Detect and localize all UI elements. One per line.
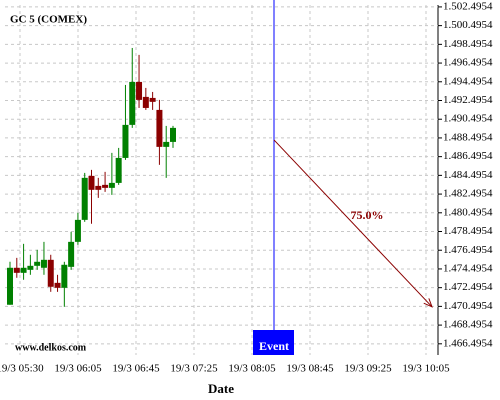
candle-body: [13, 267, 20, 273]
candle-body: [95, 185, 102, 190]
candle-body: [102, 184, 109, 188]
watermark: www.delkos.com: [15, 342, 87, 353]
candle-body: [81, 177, 88, 220]
plot-area: [5, 5, 438, 355]
x-tick-label: 19/3 08:05: [228, 363, 276, 375]
y-tick-label: 1.494.4954: [443, 75, 493, 87]
y-tick-label: 1.466.4954: [443, 337, 493, 349]
y-tick-label: 1.480.4954: [443, 206, 493, 218]
candle-body: [20, 267, 27, 273]
chart-title: GC 5 (COMEX): [10, 14, 87, 26]
y-tick-label: 1.496.4954: [443, 57, 493, 69]
event-box: [253, 330, 294, 355]
candle-body: [170, 127, 176, 142]
candle-body: [54, 282, 61, 288]
marks: [7, 47, 176, 307]
y-tick-label: 1.498.4954: [443, 38, 493, 50]
y-tick-label: 1.474.4954: [443, 262, 493, 274]
candle-body: [129, 81, 136, 125]
projection-arrow: [273, 139, 433, 308]
x-tick-label: 19/3 07:25: [170, 363, 218, 375]
candle-body: [163, 141, 170, 147]
candle-body: [122, 124, 129, 158]
candle-body: [27, 265, 34, 270]
candle-body: [108, 182, 115, 188]
x-tick-label: 19/3 06:45: [112, 363, 160, 375]
candle-body: [40, 259, 47, 268]
candle-body: [156, 109, 163, 147]
y-tick-label: 1.490.4954: [443, 113, 493, 125]
x-tick-label: 19/3 09:25: [344, 363, 392, 375]
y-tick-label: 1.500.4954: [443, 19, 493, 31]
y-tick-label: 1.478.4954: [443, 225, 493, 237]
x-tick-label: 19/3 06:05: [54, 363, 102, 375]
y-tick-label: 1.470.4954: [443, 300, 493, 312]
arrow-head: [423, 298, 433, 308]
candle-body: [149, 97, 156, 102]
candle-body: [74, 219, 81, 242]
candle-body: [34, 261, 41, 266]
candle-body: [115, 157, 122, 183]
projection-label: 75.0%: [351, 208, 384, 222]
x-tick-label: 19/3 08:45: [286, 363, 334, 375]
y-tick-label: 1.488.4954: [443, 131, 493, 143]
candle-body: [47, 259, 54, 287]
candle-body: [136, 81, 143, 100]
y-tick-label: 1.502.4954: [443, 0, 493, 12]
y-tick-label: 1.482.4954: [443, 188, 493, 200]
y-tick-label: 1.472.4954: [443, 281, 493, 293]
candle-body: [68, 241, 75, 267]
x-tick-label: 19/3 05:30: [0, 363, 44, 375]
grid: [5, 5, 438, 355]
y-tick-label: 1.468.4954: [443, 319, 493, 331]
candle-body: [88, 175, 95, 190]
event-label: Event: [259, 339, 289, 353]
x-tick-label: 19/3 10:05: [402, 363, 450, 375]
x-axis-title: Date: [208, 381, 234, 396]
y-tick-label: 1.492.4954: [443, 94, 493, 106]
candle-body: [61, 264, 68, 288]
y-tick-label: 1.484.4954: [443, 169, 493, 181]
candle-body: [7, 267, 13, 305]
candle-body: [142, 96, 149, 108]
y-tick-label: 1.476.4954: [443, 244, 493, 256]
y-tick-label: 1.486.4954: [443, 150, 493, 162]
